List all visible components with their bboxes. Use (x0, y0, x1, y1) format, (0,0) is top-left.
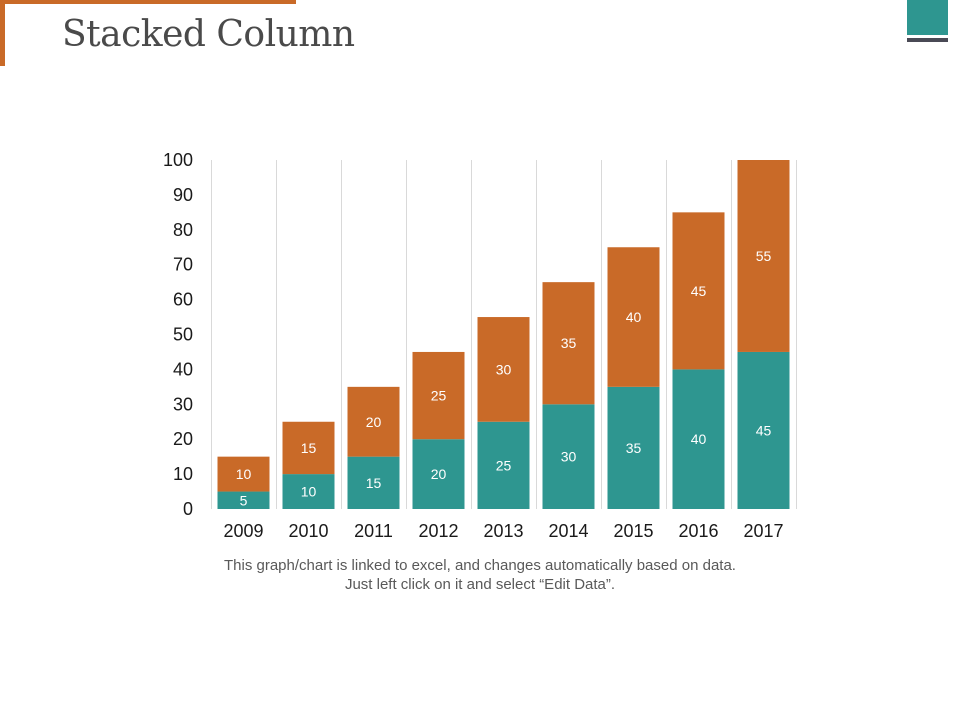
bar-segment-2016-series2 (672, 212, 725, 370)
bar-segment-2016-series1 (672, 369, 725, 509)
x-tick-label: 2012 (418, 521, 458, 541)
data-label: 30 (496, 361, 512, 377)
data-label: 45 (756, 422, 772, 438)
data-label: 15 (366, 475, 382, 491)
data-label: 10 (236, 466, 252, 482)
data-label: 25 (431, 388, 447, 404)
data-label: 20 (366, 414, 382, 430)
page-title: Stacked Column (62, 14, 355, 55)
data-label: 35 (561, 335, 577, 351)
data-label: 20 (431, 466, 447, 482)
y-tick-label: 90 (173, 185, 193, 205)
data-label: 55 (756, 248, 772, 264)
bar-segment-2013-series1 (477, 421, 530, 509)
y-tick-label: 0 (183, 499, 193, 519)
y-tick-label: 20 (173, 429, 193, 449)
bar-segment-2017-series1 (737, 351, 790, 509)
bar-segment-2009-series2 (217, 456, 270, 492)
x-tick-label: 2016 (678, 521, 718, 541)
bar-segment-2009-series1 (217, 491, 270, 509)
bar-segment-2010-series2 (282, 421, 335, 475)
bar-segment-2014-series1 (542, 404, 595, 509)
bar-segment-2015-series1 (607, 386, 660, 509)
bar-segment-2013-series2 (477, 317, 530, 422)
y-tick-label: 70 (173, 255, 193, 275)
y-tick-label: 30 (173, 394, 193, 414)
bar-segment-2015-series2 (607, 247, 660, 387)
top-accent-bar (0, 0, 296, 4)
bar-segment-2012-series2 (412, 351, 465, 440)
x-tick-label: 2009 (223, 521, 263, 541)
bar-segment-2010-series1 (282, 474, 335, 509)
data-label: 10 (301, 484, 317, 500)
data-label: 30 (561, 449, 577, 465)
data-label: 35 (626, 440, 642, 456)
data-label: 25 (496, 457, 512, 473)
bar-segment-2014-series2 (542, 282, 595, 405)
chart-note: This graph/chart is linked to excel, and… (224, 557, 736, 593)
bar-segment-2011-series1 (347, 456, 400, 509)
bar-segment-2012-series1 (412, 439, 465, 509)
x-tick-label: 2010 (288, 521, 328, 541)
y-tick-label: 100 (163, 150, 193, 170)
x-tick-label: 2014 (548, 521, 588, 541)
x-tick-label: 2017 (743, 521, 783, 541)
corner-square (907, 0, 948, 35)
y-tick-label: 60 (173, 290, 193, 310)
x-tick-label: 2011 (354, 521, 393, 541)
y-tick-label: 10 (173, 464, 193, 484)
x-tick-label: 2013 (483, 521, 523, 541)
data-label: 45 (691, 283, 707, 299)
data-label: 5 (240, 492, 248, 508)
corner-line (907, 38, 948, 42)
y-tick-label: 40 (173, 359, 193, 379)
left-accent-bar (0, 0, 5, 66)
bar-segment-2017-series2 (737, 160, 790, 352)
data-label: 40 (691, 431, 707, 447)
x-tick-label: 2015 (613, 521, 653, 541)
data-label: 15 (301, 440, 317, 456)
y-tick-label: 50 (173, 325, 193, 345)
data-label: 40 (626, 309, 642, 325)
bar-segment-2011-series2 (347, 386, 400, 457)
y-tick-label: 80 (173, 220, 193, 240)
